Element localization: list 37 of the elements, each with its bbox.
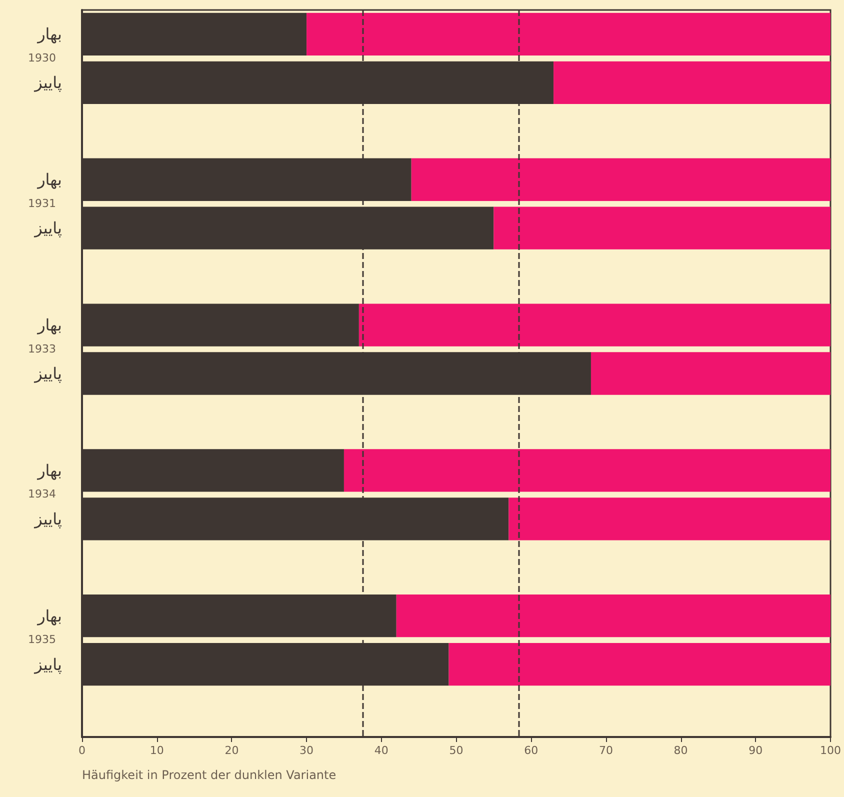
y-tick-label: بهار (36, 460, 62, 480)
text: 1934 (28, 488, 56, 501)
y-tick-label: بهار (36, 24, 62, 44)
x-tick-label: 90 (748, 744, 763, 757)
y-tick-label: پاییز (34, 509, 62, 528)
x-tick-label: 0 (78, 744, 86, 757)
x-tick-label: 20 (224, 744, 239, 757)
x-tick-label: 100 (820, 744, 841, 757)
x-tick-label: 10 (150, 744, 164, 757)
x-tick-label: 40 (374, 744, 388, 757)
y-tick-label: پاییز (34, 73, 62, 92)
bar (344, 449, 830, 492)
text: 1930 (28, 51, 56, 64)
bar (508, 498, 830, 540)
bar (396, 594, 830, 638)
y-tick-label: پاییز (34, 218, 62, 238)
bar (448, 642, 830, 686)
x-tick-label: 80 (674, 744, 688, 757)
bar (411, 158, 830, 201)
text: 1935 (28, 633, 56, 646)
bar (590, 352, 830, 395)
bar (358, 304, 830, 346)
y-tick-label: بهار (36, 316, 62, 335)
x-tick-label: 50 (449, 744, 464, 757)
y-tick-label: بهار (36, 170, 62, 190)
text: 1931 (28, 196, 56, 210)
text: 1933 (28, 342, 56, 356)
y-tick-label: پاییز (34, 654, 62, 674)
x-tick-label: 30 (300, 744, 314, 757)
x-axis-title: Häufigkeit in Prozent der dunklen Variante (82, 768, 336, 782)
y-tick-label: بهار (36, 606, 62, 626)
bar (494, 206, 830, 250)
bar (306, 12, 830, 56)
bar (554, 61, 830, 104)
x-tick-label: 70 (598, 744, 613, 757)
y-tick-label: پاییز (34, 364, 62, 383)
x-tick-label: 60 (524, 744, 538, 757)
